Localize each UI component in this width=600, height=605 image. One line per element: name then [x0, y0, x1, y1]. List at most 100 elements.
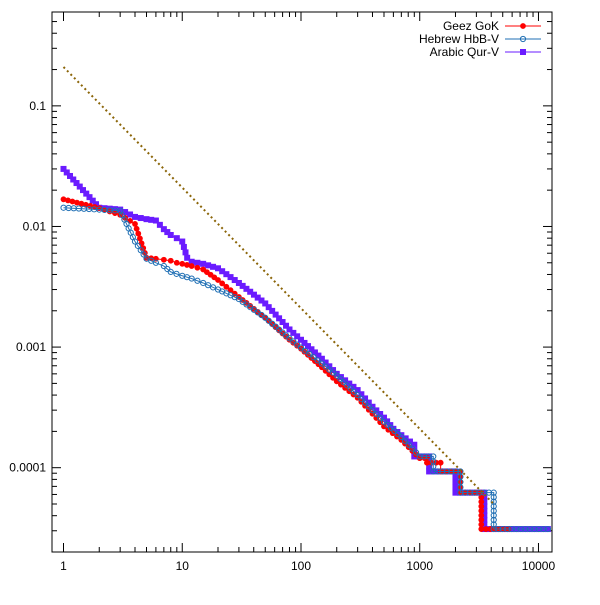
data-point — [223, 271, 230, 278]
data-point — [137, 235, 143, 242]
data-point — [231, 277, 238, 284]
data-point — [350, 383, 357, 390]
data-point — [490, 521, 497, 528]
data-point — [540, 525, 547, 533]
data-point — [384, 421, 391, 428]
data-point — [394, 429, 401, 436]
data-point — [148, 216, 155, 223]
data-point — [76, 183, 83, 190]
data-point — [452, 473, 459, 480]
data-point — [209, 284, 217, 291]
data-point — [452, 484, 459, 491]
data-point — [200, 260, 207, 267]
data-point — [279, 319, 286, 326]
data-point — [452, 468, 459, 475]
data-point — [522, 525, 529, 533]
data-point — [294, 333, 301, 340]
data-point — [247, 288, 254, 295]
data-point — [311, 349, 318, 356]
data-point — [406, 438, 413, 445]
data-point — [358, 391, 365, 398]
data-point — [194, 277, 201, 284]
x-tick-label: 1000 — [406, 559, 433, 573]
data-point — [306, 350, 313, 358]
data-point — [111, 206, 118, 213]
data-point — [318, 355, 325, 362]
data-point — [425, 453, 432, 460]
data-point — [93, 201, 100, 208]
data-point — [437, 459, 444, 466]
data-point — [310, 354, 317, 361]
data-point — [227, 274, 234, 281]
data-point — [167, 268, 174, 276]
data-point — [411, 441, 418, 448]
legend-label: Arabic Qur-V — [430, 45, 499, 59]
data-point — [262, 300, 269, 307]
data-point — [337, 375, 344, 382]
data-point — [239, 282, 246, 289]
data-point — [167, 231, 174, 238]
data-point — [137, 247, 144, 254]
data-point — [269, 307, 276, 314]
data-point — [188, 258, 195, 265]
legend-label: Geez GoK — [443, 19, 499, 33]
data-point — [326, 363, 333, 370]
data-point — [173, 235, 180, 242]
data-point — [481, 494, 488, 501]
data-point — [322, 359, 329, 366]
data-point — [499, 525, 506, 533]
data-point — [412, 449, 420, 456]
data-point — [490, 512, 497, 519]
data-point — [373, 407, 380, 414]
data-point — [377, 411, 384, 418]
data-point — [60, 165, 67, 172]
data-point — [188, 275, 195, 282]
data-point — [223, 283, 230, 290]
legend-marker — [519, 35, 527, 43]
data-point — [391, 427, 398, 434]
data-point — [63, 169, 70, 176]
data-point — [416, 453, 423, 460]
data-point — [133, 225, 140, 232]
plot-frame — [51, 11, 553, 553]
data-point — [302, 347, 309, 354]
data-point — [481, 498, 488, 505]
data-point — [286, 335, 293, 342]
data-point — [504, 525, 511, 533]
data-point — [265, 304, 272, 311]
plot-area — [51, 11, 553, 553]
data-point — [517, 525, 524, 533]
data-point — [526, 525, 533, 533]
x-tick-label: 1 — [60, 559, 67, 573]
data-point — [362, 395, 369, 402]
data-point — [135, 230, 142, 237]
data-point — [254, 294, 261, 301]
data-point — [294, 341, 301, 348]
data-point — [490, 516, 497, 524]
data-point — [272, 311, 279, 318]
data-point — [188, 263, 195, 269]
data-point — [421, 453, 428, 460]
data-point — [200, 279, 207, 287]
data-point — [426, 463, 433, 470]
data-point — [235, 279, 242, 286]
data-point — [179, 260, 186, 267]
data-point — [351, 388, 358, 395]
data-point — [481, 507, 488, 514]
data-point — [258, 297, 265, 304]
data-point — [490, 507, 497, 514]
data-point — [167, 257, 174, 264]
data-point — [214, 265, 221, 272]
data-point — [508, 525, 515, 533]
data-point — [443, 468, 450, 475]
data-point — [481, 503, 488, 510]
data-point — [160, 226, 167, 233]
data-point — [439, 468, 446, 475]
data-point — [426, 468, 433, 475]
data-point — [215, 277, 221, 283]
data-point — [70, 176, 77, 183]
data-point — [340, 379, 347, 386]
